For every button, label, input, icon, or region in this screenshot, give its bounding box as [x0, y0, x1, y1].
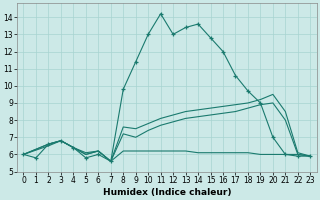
X-axis label: Humidex (Indice chaleur): Humidex (Indice chaleur): [103, 188, 231, 197]
